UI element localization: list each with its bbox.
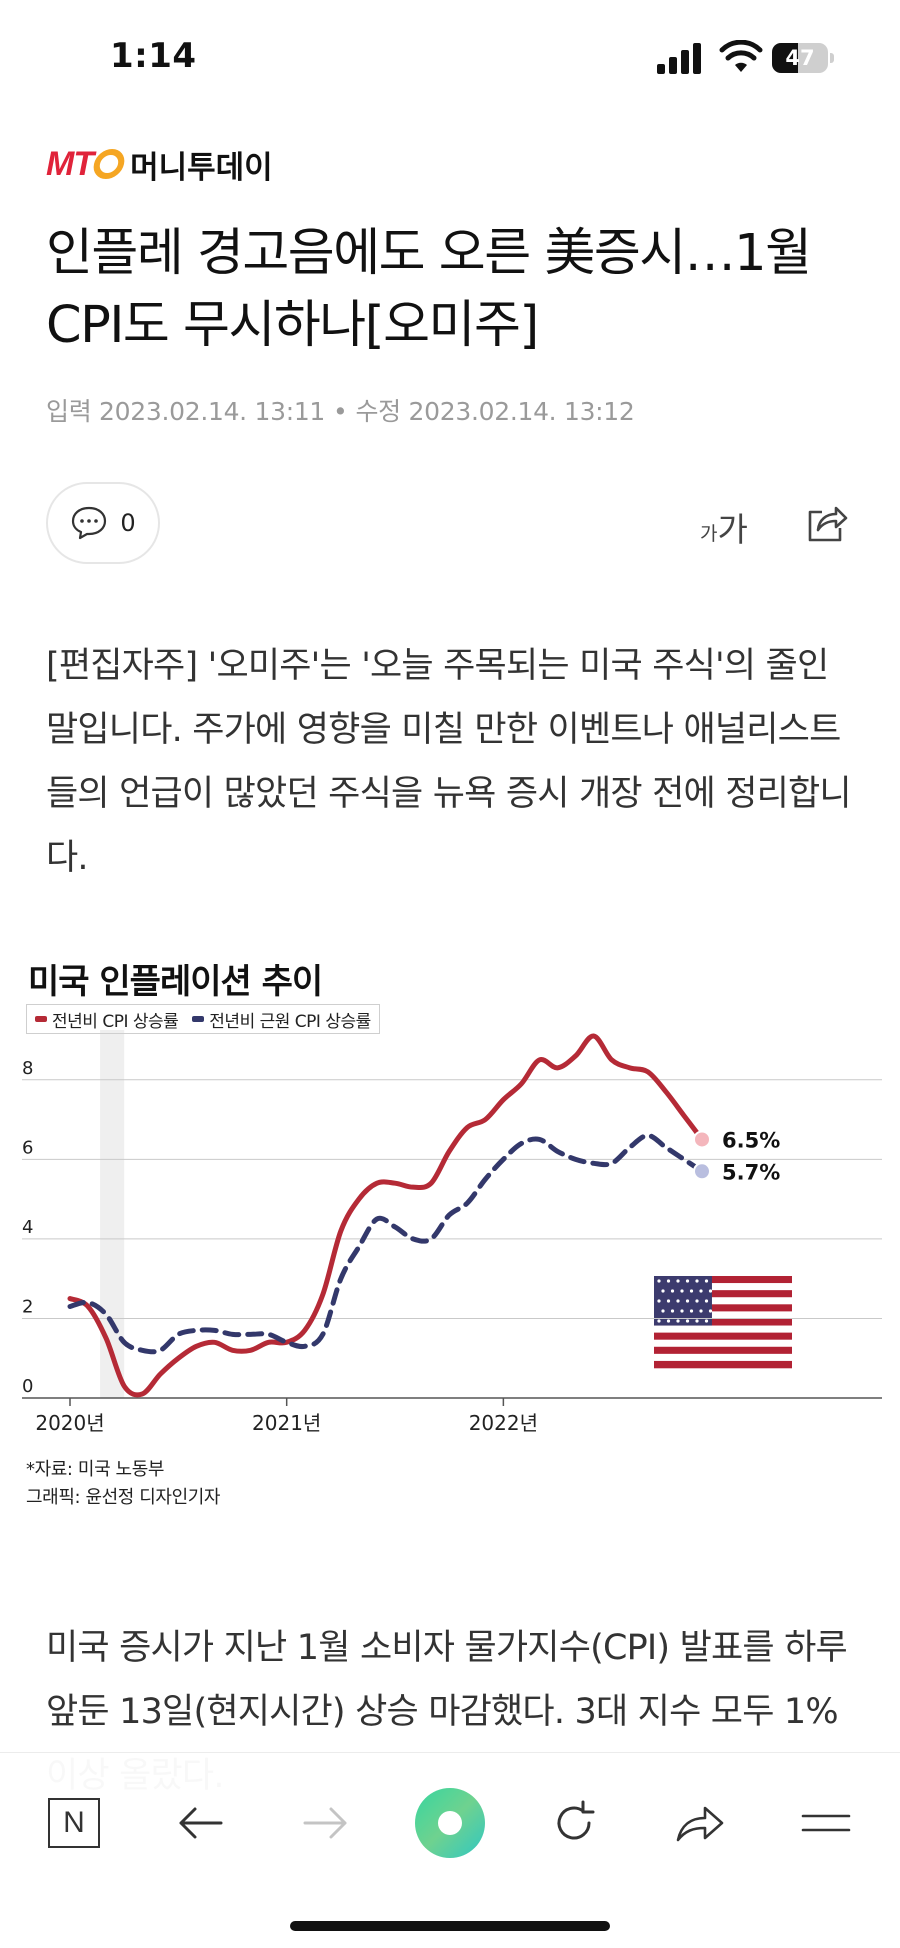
font-size-small-glyph: 가 bbox=[700, 523, 718, 545]
core-cpi-series-line bbox=[67, 1132, 705, 1355]
logo-mark: MT bbox=[46, 144, 94, 183]
share-icon[interactable] bbox=[802, 498, 850, 546]
y-tick-label: 6 bbox=[22, 1137, 33, 1158]
comment-bubble-icon bbox=[72, 506, 107, 540]
x-tick-label: 2021년 bbox=[252, 1411, 321, 1435]
y-tick-label: 4 bbox=[22, 1217, 33, 1238]
battery-level-fill bbox=[772, 43, 799, 73]
inflation-chart: 0 2 4 6 8 2020년 2021년 2022년 6.5% 5.7% 미국 인플레이션 추이… bbox=[22, 950, 882, 1520]
forward-button[interactable] bbox=[296, 1793, 356, 1853]
forward-arrow-icon bbox=[303, 1807, 347, 1839]
home-indicator bbox=[290, 1921, 610, 1931]
article-title: 인플레 경고음에도 오른 美증시…1월 CPI도 무시하나[오미주] bbox=[46, 224, 812, 355]
wifi-icon bbox=[719, 40, 763, 72]
comment-count: 0 bbox=[120, 509, 136, 537]
core-cpi-end-point bbox=[693, 1162, 711, 1181]
meta-separator: • bbox=[333, 397, 348, 426]
editor-note: [편집자주] '오미주'는 '오늘 주목되는 미국 주식'의 줄인 말입니다. … bbox=[46, 646, 852, 878]
published-date: 입력 2023.02.14. 13:11 bbox=[46, 397, 326, 426]
legend-item-cpi: 전년비 CPI 상승률 bbox=[35, 1007, 179, 1032]
chart-legend: 전년비 CPI 상승률 전년비 근원 CPI 상승률 bbox=[26, 1004, 380, 1034]
y-tick-label: 2 bbox=[22, 1296, 33, 1317]
cpi-end-point bbox=[693, 1130, 711, 1149]
hamburger-menu-icon bbox=[801, 1814, 851, 1832]
font-size-large-glyph: 가 bbox=[717, 510, 748, 549]
naver-n-icon: N bbox=[48, 1798, 100, 1848]
legend-label-cpi: 전년비 CPI 상승률 bbox=[52, 1011, 179, 1032]
menu-button[interactable] bbox=[796, 1793, 856, 1853]
battery-icon: 47 bbox=[772, 43, 834, 73]
chart-source: *자료: 미국 노동부 그래픽: 윤선정 디자인기자 bbox=[26, 1456, 220, 1512]
reload-icon bbox=[557, 1800, 595, 1840]
chart-title: 미국 인플레이션 추이 bbox=[28, 962, 323, 1002]
back-arrow-icon bbox=[179, 1807, 223, 1839]
x-tick-label: 2022년 bbox=[469, 1411, 538, 1435]
graphic-credit: 그래픽: 윤선정 디자인기자 bbox=[26, 1487, 221, 1508]
us-flag-image bbox=[654, 1276, 792, 1369]
y-tick-label: 0 bbox=[22, 1376, 33, 1397]
share-page-button[interactable] bbox=[670, 1793, 730, 1853]
publisher-logo[interactable]: MT 머니투데이 bbox=[46, 144, 273, 186]
legend-item-core-cpi: 전년비 근원 CPI 상승률 bbox=[192, 1007, 371, 1032]
legend-swatch-cpi bbox=[35, 1016, 47, 1022]
browser-toolbar: N bbox=[0, 1752, 900, 1948]
cellular-signal-icon bbox=[657, 43, 701, 74]
article-meta: 입력 2023.02.14. 13:11 • 수정 2023.02.14. 13:1… bbox=[46, 392, 635, 428]
status-time: 1:14 bbox=[110, 36, 197, 76]
back-button[interactable] bbox=[170, 1793, 230, 1853]
battery-percent: 47 bbox=[785, 46, 815, 70]
cpi-series-line bbox=[67, 1033, 705, 1398]
modified-date: 수정 2023.02.14. 13:12 bbox=[355, 397, 635, 426]
y-tick-label: 8 bbox=[22, 1058, 33, 1079]
status-bar: 1:14 47 bbox=[0, 0, 900, 120]
source-note: *자료: 미국 노동부 bbox=[26, 1459, 165, 1480]
shaded-period-band bbox=[100, 1030, 125, 1398]
naver-home-button[interactable]: N bbox=[44, 1793, 104, 1853]
comment-button[interactable]: 0 bbox=[46, 482, 160, 564]
chart-canvas: 0 2 4 6 8 2020년 2021년 2022년 6.5% 5.7% bbox=[22, 1030, 882, 1435]
x-tick-label: 2020년 bbox=[35, 1411, 104, 1435]
core-cpi-end-label: 5.7% bbox=[722, 1160, 780, 1184]
green-dot-button[interactable] bbox=[410, 1783, 490, 1863]
publisher-name: 머니투데이 bbox=[130, 149, 273, 186]
logo-o-mark bbox=[90, 149, 128, 179]
legend-swatch-core-cpi bbox=[192, 1016, 205, 1022]
reload-button[interactable] bbox=[544, 1793, 604, 1853]
cpi-end-label: 6.5% bbox=[722, 1128, 780, 1152]
green-dot-icon bbox=[415, 1788, 485, 1858]
share-arrow-icon bbox=[676, 1806, 724, 1842]
legend-label-core-cpi: 전년비 근원 CPI 상승률 bbox=[209, 1011, 371, 1032]
